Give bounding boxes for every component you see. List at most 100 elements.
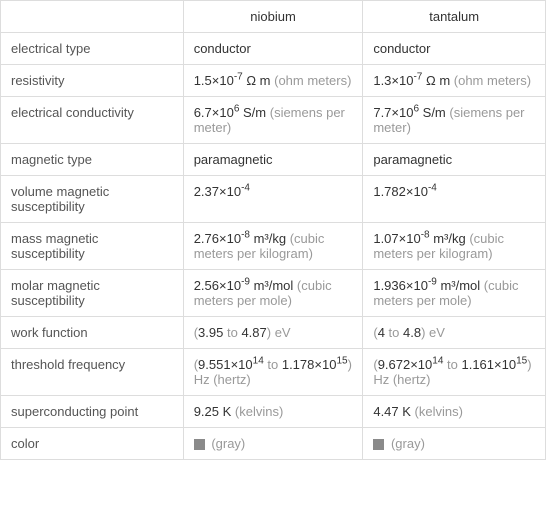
header-niobium: niobium: [183, 1, 363, 33]
row-label: molar magnetic susceptibility: [1, 270, 184, 317]
unit-text: Ω m: [422, 73, 450, 88]
value-text: 2.37×10: [194, 184, 241, 199]
cell-value: 1.5×10-7 Ω m (ohm meters): [183, 65, 363, 97]
table-row: resistivity 1.5×10-7 Ω m (ohm meters) 1.…: [1, 65, 546, 97]
unit-desc: (hertz): [389, 372, 430, 387]
exponent: -4: [428, 183, 437, 194]
header-tantalum: tantalum: [363, 1, 546, 33]
cell-value: (9.672×1014 to 1.161×1015) Hz (hertz): [363, 349, 546, 396]
exponent: -8: [421, 230, 430, 241]
exponent: -7: [234, 72, 243, 83]
row-label: color: [1, 428, 184, 460]
paren-suffix: ) eV: [421, 325, 445, 340]
properties-table: niobium tantalum electrical type conduct…: [0, 0, 546, 460]
table-row: volume magnetic susceptibility 2.37×10-4…: [1, 176, 546, 223]
table-row: color (gray) (gray): [1, 428, 546, 460]
cell-value: 6.7×106 S/m (siemens per meter): [183, 97, 363, 144]
value-text: 7.7×10: [373, 105, 413, 120]
cell-value: (3.95 to 4.87) eV: [183, 317, 363, 349]
unit-desc: (ohm meters): [271, 73, 352, 88]
cell-value: conductor: [183, 33, 363, 65]
table-row: superconducting point 9.25 K (kelvins) 4…: [1, 396, 546, 428]
cell-value: 2.56×10-9 m³/mol (cubic meters per mole): [183, 270, 363, 317]
exponent: 14: [432, 356, 443, 367]
row-label: electrical type: [1, 33, 184, 65]
cell-value: 1.782×10-4: [363, 176, 546, 223]
exponent: -8: [241, 230, 250, 241]
exponent: -4: [241, 183, 250, 194]
value-text: 1.5×10: [194, 73, 234, 88]
value-text: 9.672×10: [378, 357, 433, 372]
unit-desc: (ohm meters): [450, 73, 531, 88]
exponent: -9: [241, 277, 250, 288]
cell-value: 1.936×10-9 m³/mol (cubic meters per mole…: [363, 270, 546, 317]
row-label: threshold frequency: [1, 349, 184, 396]
row-label: volume magnetic susceptibility: [1, 176, 184, 223]
value-text: 1.3×10: [373, 73, 413, 88]
value-text: 2.56×10: [194, 278, 241, 293]
range-mid: to: [223, 325, 241, 340]
range-mid: to: [443, 357, 461, 372]
value-text: 6.7×10: [194, 105, 234, 120]
value-text: 1.178×10: [282, 357, 337, 372]
exponent: 15: [336, 356, 347, 367]
row-label: electrical conductivity: [1, 97, 184, 144]
unit-desc: (kelvins): [411, 404, 463, 419]
cell-value: (9.551×1014 to 1.178×1015) Hz (hertz): [183, 349, 363, 396]
range-mid: to: [385, 325, 403, 340]
row-label: magnetic type: [1, 144, 184, 176]
table-row: magnetic type paramagnetic paramagnetic: [1, 144, 546, 176]
header-row: niobium tantalum: [1, 1, 546, 33]
value-text: 3.95: [198, 325, 223, 340]
value-text: 1.07×10: [373, 231, 420, 246]
value-text: 1.161×10: [461, 357, 516, 372]
value-text: 1.936×10: [373, 278, 428, 293]
unit-text: S/m: [419, 105, 446, 120]
color-swatch: [373, 439, 384, 450]
unit-text: m³/mol: [437, 278, 480, 293]
table-row: mass magnetic susceptibility 2.76×10-8 m…: [1, 223, 546, 270]
unit-text: Ω m: [243, 73, 271, 88]
table-row: electrical type conductor conductor: [1, 33, 546, 65]
row-label: resistivity: [1, 65, 184, 97]
table-row: electrical conductivity 6.7×106 S/m (sie…: [1, 97, 546, 144]
color-desc: (gray): [208, 436, 246, 451]
value-text: 9.551×10: [198, 357, 253, 372]
unit-text: m³/mol: [250, 278, 293, 293]
value-text: 2.76×10: [194, 231, 241, 246]
table-row: molar magnetic susceptibility 2.56×10-9 …: [1, 270, 546, 317]
cell-value: (4 to 4.8) eV: [363, 317, 546, 349]
row-label: superconducting point: [1, 396, 184, 428]
cell-value: 4.47 K (kelvins): [363, 396, 546, 428]
cell-value: 9.25 K (kelvins): [183, 396, 363, 428]
header-blank: [1, 1, 184, 33]
value-text: 4.47 K: [373, 404, 411, 419]
unit-desc: (kelvins): [231, 404, 283, 419]
cell-value: 7.7×106 S/m (siemens per meter): [363, 97, 546, 144]
color-swatch: [194, 439, 205, 450]
cell-value: conductor: [363, 33, 546, 65]
unit-desc: (hertz): [210, 372, 251, 387]
range-mid: to: [264, 357, 282, 372]
cell-value: paramagnetic: [363, 144, 546, 176]
unit-text: m³/kg: [430, 231, 466, 246]
exponent: -9: [428, 277, 437, 288]
exponent: 14: [253, 356, 264, 367]
cell-value: 2.37×10-4: [183, 176, 363, 223]
color-desc: (gray): [387, 436, 425, 451]
value-text: 1.782×10: [373, 184, 428, 199]
value-text: 4: [378, 325, 385, 340]
unit-text: S/m: [239, 105, 266, 120]
row-label: work function: [1, 317, 184, 349]
cell-value: paramagnetic: [183, 144, 363, 176]
cell-value: (gray): [363, 428, 546, 460]
table-row: threshold frequency (9.551×1014 to 1.178…: [1, 349, 546, 396]
exponent: 15: [516, 356, 527, 367]
row-label: mass magnetic susceptibility: [1, 223, 184, 270]
table-row: work function (3.95 to 4.87) eV (4 to 4.…: [1, 317, 546, 349]
paren-suffix: ) eV: [267, 325, 291, 340]
cell-value: 2.76×10-8 m³/kg (cubic meters per kilogr…: [183, 223, 363, 270]
unit-text: m³/kg: [250, 231, 286, 246]
cell-value: 1.3×10-7 Ω m (ohm meters): [363, 65, 546, 97]
value-text: 9.25 K: [194, 404, 232, 419]
